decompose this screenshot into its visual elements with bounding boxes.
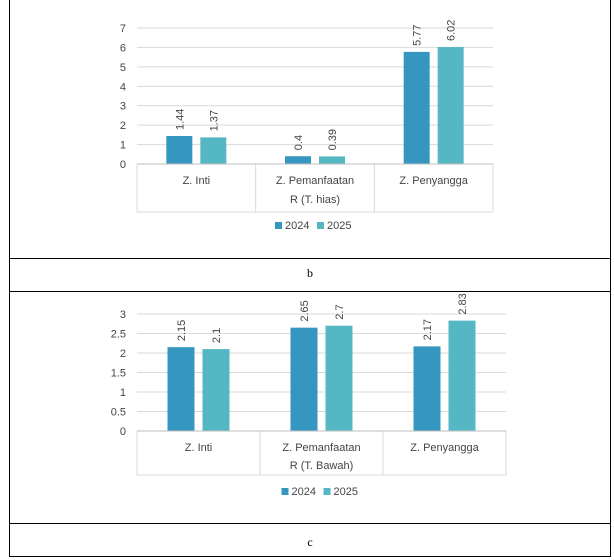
bar-2024 [166,136,193,164]
y-tick-label: 2 [120,120,126,132]
category-label: Z. Penyangga [410,442,479,454]
category-label: Z. Pemanfaatan [282,442,360,454]
category-label: Z. Pemanfaatan [276,175,354,187]
y-tick-label: 3 [120,101,126,113]
legend-swatch-2024 [275,222,282,229]
bar-2025 [202,349,230,431]
bar-2025 [325,325,353,431]
bar-2024 [285,156,311,164]
bar-2025 [437,47,464,164]
category-label: Z. Inti [183,175,211,187]
data-label: 1.44 [174,109,186,130]
legend-label: 2025 [334,486,358,498]
y-tick-label: 0 [120,426,126,438]
bar-2024 [413,346,441,431]
bar-2024 [403,51,430,165]
data-label: 1.37 [208,110,220,131]
caption-b: b [307,266,313,280]
bar-2025 [448,320,476,431]
data-label: 2.15 [176,320,188,341]
data-label: 0.4 [293,135,305,150]
chart-t-bawah: 0 0.5 1 1.5 2 2.5 3 2.15 2.1 Z. Inti 2.65 2.7 Z. Pem… [111,293,507,498]
data-label: 2.17 [422,319,434,340]
y-tick-label: 0.5 [111,407,126,419]
y-tick-label: 3 [120,309,126,321]
row-divider [9,523,611,524]
y-tick-label: 2 [120,348,126,360]
bar-2025 [319,156,345,164]
data-label: 0.39 [327,129,339,150]
y-tick-label: 1.5 [111,368,126,380]
legend-label: 2024 [292,486,316,498]
row-divider [9,258,611,259]
legend-swatch-2025 [323,488,331,495]
data-label: 5.77 [412,24,424,45]
row-divider [9,291,611,292]
y-tick-label: 0 [120,159,126,171]
x-axis-label: R (T. hias) [290,194,340,206]
y-tick-label: 5 [120,62,126,74]
data-label: 6.02 [446,20,458,41]
figure-frame [9,0,611,557]
bar-2025 [200,137,227,164]
legend-label: 2024 [285,220,309,232]
data-label: 2.1 [211,328,223,343]
data-label: 2.7 [334,304,346,319]
x-axis-label: R (T. Bawah) [290,460,354,472]
chart-t-hias: 0 1 2 3 4 5 6 7 1.44 1.37 Z. Inti 0.4 0.39 Z. Pemanfa… [120,20,494,232]
y-tick-label: 1 [120,387,126,399]
data-label: 2.83 [457,293,469,314]
y-tick-label: 1 [120,140,126,152]
legend-swatch-2024 [281,488,289,495]
bar-2024 [290,327,318,431]
caption-c: c [307,535,313,549]
category-label: Z. Inti [185,442,213,454]
y-tick-label: 4 [120,81,126,93]
legend-swatch-2025 [317,222,324,229]
y-tick-label: 6 [120,42,126,54]
bar-2024 [167,347,195,431]
legend-label: 2025 [327,220,351,232]
y-tick-label: 2.5 [111,329,126,341]
y-tick-label: 7 [120,23,126,35]
data-label: 2.65 [299,300,311,321]
category-label: Z. Penyangga [399,175,468,187]
